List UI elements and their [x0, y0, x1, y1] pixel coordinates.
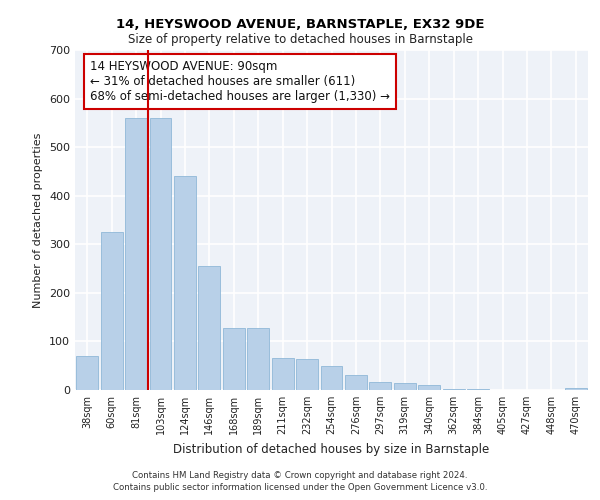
Bar	[272, 358, 293, 390]
Bar	[443, 388, 464, 390]
Bar	[394, 382, 416, 390]
Bar	[370, 382, 391, 390]
Text: 14 HEYSWOOD AVENUE: 90sqm
← 31% of detached houses are smaller (611)
68% of semi: 14 HEYSWOOD AVENUE: 90sqm ← 31% of detac…	[91, 60, 391, 103]
Text: Size of property relative to detached houses in Barnstaple: Size of property relative to detached ho…	[128, 32, 473, 46]
Bar	[223, 328, 245, 390]
X-axis label: Distribution of detached houses by size in Barnstaple: Distribution of detached houses by size …	[173, 442, 490, 456]
Bar	[125, 118, 147, 390]
Bar	[174, 176, 196, 390]
Bar	[467, 388, 489, 390]
Text: 14, HEYSWOOD AVENUE, BARNSTAPLE, EX32 9DE: 14, HEYSWOOD AVENUE, BARNSTAPLE, EX32 9D…	[116, 18, 484, 30]
Bar	[565, 388, 587, 390]
Bar	[418, 384, 440, 390]
Text: Contains HM Land Registry data © Crown copyright and database right 2024.
Contai: Contains HM Land Registry data © Crown c…	[113, 471, 487, 492]
Bar	[101, 232, 122, 390]
Bar	[149, 118, 172, 390]
Y-axis label: Number of detached properties: Number of detached properties	[34, 132, 43, 308]
Bar	[76, 356, 98, 390]
Bar	[320, 366, 343, 390]
Bar	[247, 328, 269, 390]
Bar	[199, 266, 220, 390]
Bar	[296, 360, 318, 390]
Bar	[345, 376, 367, 390]
